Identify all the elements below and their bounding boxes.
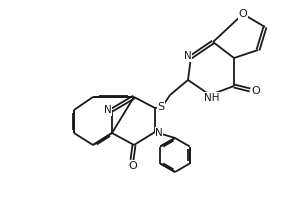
- Text: O: O: [129, 161, 137, 171]
- Text: O: O: [238, 9, 247, 19]
- Text: N: N: [155, 128, 163, 138]
- Text: O: O: [252, 86, 260, 96]
- Text: N: N: [184, 51, 192, 61]
- Text: NH: NH: [204, 93, 220, 103]
- Text: S: S: [158, 102, 165, 112]
- Text: N: N: [104, 105, 112, 115]
